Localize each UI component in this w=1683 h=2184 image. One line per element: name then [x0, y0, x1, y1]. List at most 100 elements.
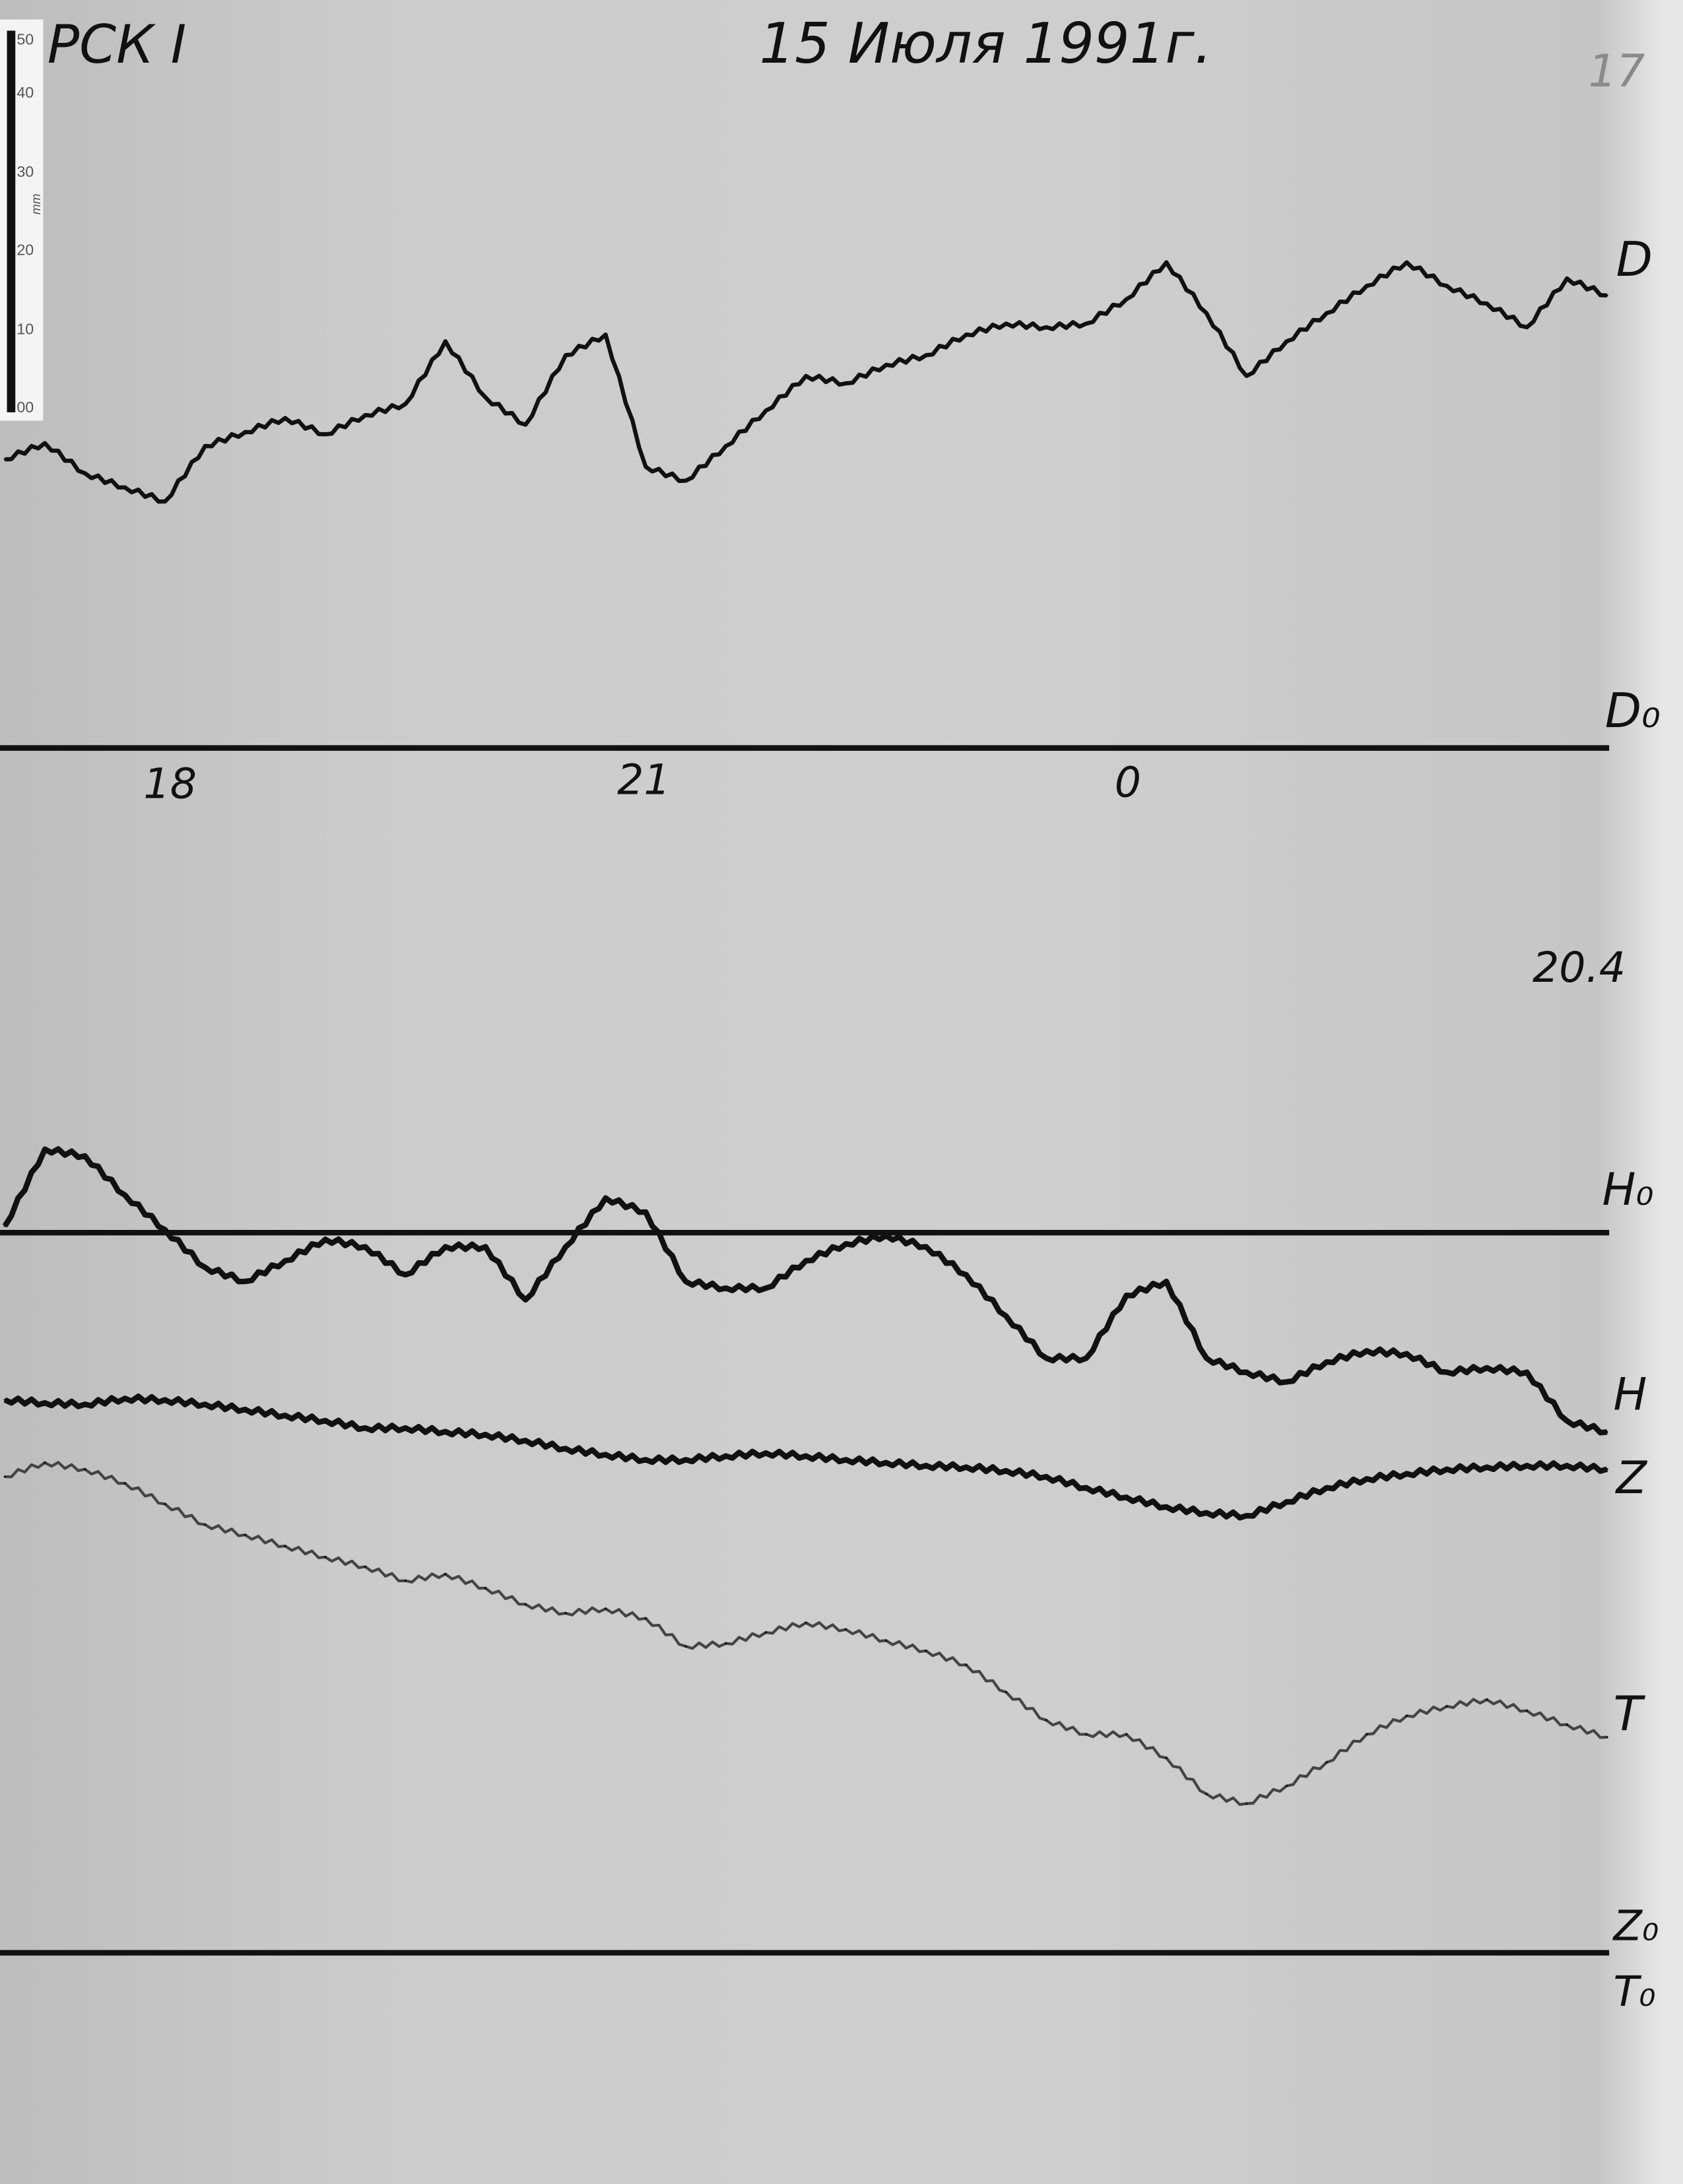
- data-point-D: [524, 423, 527, 426]
- data-point-H: [1245, 1371, 1248, 1374]
- data-point-H: [1325, 1361, 1328, 1363]
- data-point-Z: [1566, 1464, 1568, 1467]
- data-point-T: [84, 1467, 86, 1471]
- data-point-D: [1606, 294, 1608, 297]
- data-point-T: [123, 1482, 127, 1485]
- data-point-H: [1005, 1314, 1008, 1318]
- data-point-H: [1606, 1430, 1608, 1433]
- data-point-H: [44, 1148, 46, 1151]
- data-point-D: [1285, 340, 1288, 342]
- data-point-H: [3, 1225, 7, 1227]
- data-point-Z: [524, 1439, 527, 1442]
- x-tick-label: 21: [617, 755, 671, 804]
- data-point-Z: [1165, 1506, 1168, 1508]
- data-point-H: [404, 1273, 407, 1276]
- data-point-H: [1366, 1349, 1368, 1352]
- series-label-D: D: [1616, 232, 1653, 287]
- data-point-Z: [1045, 1475, 1047, 1478]
- data-point-Z: [1445, 1467, 1448, 1471]
- data-point-H: [725, 1287, 727, 1289]
- data-point-D: [164, 500, 166, 503]
- baseline-label-T0: T₀: [1613, 1967, 1655, 2016]
- data-point-T: [1005, 1690, 1008, 1694]
- scale-unit: mm: [30, 193, 44, 214]
- data-point-Z: [1125, 1496, 1128, 1498]
- data-point-Z: [1285, 1500, 1288, 1503]
- data-point-H: [925, 1245, 927, 1248]
- data-point-H: [564, 1245, 567, 1248]
- data-point-H: [524, 1299, 527, 1301]
- trace-T: [5, 1461, 1608, 1807]
- data-point-T: [164, 1502, 166, 1506]
- data-point-H: [965, 1273, 968, 1276]
- data-point-T: [925, 1650, 927, 1652]
- data-point-T: [805, 1621, 807, 1624]
- scale-tick: 10: [16, 321, 34, 338]
- data-point-T: [284, 1545, 286, 1547]
- scale-value-annotation: 20.4: [1533, 943, 1626, 992]
- data-point-T: [1486, 1698, 1488, 1701]
- data-point-D: [1525, 326, 1529, 329]
- data-point-Z: [1005, 1469, 1008, 1472]
- data-point-H: [644, 1211, 647, 1213]
- data-point-D: [1566, 277, 1568, 280]
- data-point-D: [1486, 302, 1488, 305]
- station-code: РСК I: [48, 14, 186, 75]
- data-point-T: [1445, 1705, 1448, 1708]
- data-point-Z: [404, 1427, 407, 1429]
- data-point-T: [965, 1663, 968, 1666]
- data-point-Z: [364, 1427, 367, 1429]
- data-point-D: [684, 479, 687, 482]
- data-point-T: [44, 1461, 46, 1464]
- data-point-T: [204, 1523, 207, 1526]
- scale-tick: 30: [16, 163, 34, 180]
- data-point-Z: [1325, 1487, 1328, 1489]
- data-point-T: [324, 1556, 327, 1558]
- data-point-D: [925, 354, 927, 357]
- data-point-Z: [564, 1447, 567, 1450]
- data-point-T: [484, 1587, 487, 1590]
- data-point-H: [764, 1287, 768, 1289]
- scale-tick: 20: [16, 241, 34, 258]
- data-point-Z: [84, 1403, 86, 1405]
- data-point-T: [1125, 1733, 1128, 1736]
- data-point-D: [324, 433, 327, 435]
- record-date: 15 Июля 1991г.: [759, 11, 1212, 76]
- data-point-D: [1245, 375, 1248, 377]
- baseline-label-Z0: Z₀: [1612, 1902, 1659, 1950]
- data-point-D: [884, 364, 888, 366]
- data-point-H: [84, 1155, 86, 1157]
- data-point-D: [364, 414, 367, 416]
- data-point-D: [1005, 322, 1008, 325]
- data-point-Z: [604, 1453, 607, 1456]
- data-point-Z: [324, 1419, 327, 1422]
- data-point-T: [1285, 1784, 1288, 1787]
- data-point-Z: [164, 1398, 166, 1401]
- data-point-T: [1525, 1709, 1529, 1712]
- data-point-D: [284, 416, 286, 420]
- data-point-H: [164, 1229, 166, 1231]
- data-point-D: [123, 486, 127, 489]
- data-point-T: [1366, 1733, 1368, 1736]
- data-point-Z: [44, 1401, 46, 1404]
- data-point-H: [1165, 1280, 1168, 1283]
- data-point-T: [1205, 1793, 1208, 1795]
- data-point-T: [684, 1645, 687, 1648]
- data-point-T: [764, 1631, 768, 1634]
- data-point-D: [1405, 261, 1408, 264]
- data-point-H: [123, 1194, 127, 1196]
- data-point-Z: [965, 1465, 968, 1469]
- data-point-Z: [1486, 1465, 1488, 1469]
- data-point-D: [965, 333, 968, 336]
- scale-bar-stripe: [7, 30, 16, 412]
- data-point-D: [604, 333, 607, 336]
- series-label-H: H: [1613, 1368, 1647, 1420]
- data-point-D: [1205, 311, 1208, 315]
- data-point-T: [524, 1603, 527, 1606]
- data-point-H: [805, 1259, 807, 1262]
- x-tick-label: 0: [1115, 757, 1141, 806]
- data-point-D: [1366, 284, 1368, 287]
- trace-D: [5, 260, 1608, 504]
- data-point-Z: [123, 1397, 127, 1400]
